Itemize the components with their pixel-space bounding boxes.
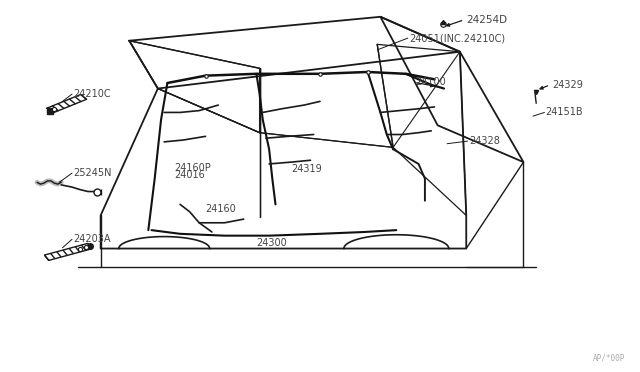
Text: 24016: 24016 <box>173 170 205 180</box>
Text: 24151B: 24151B <box>546 108 583 118</box>
Text: 24160P: 24160P <box>173 163 211 173</box>
Text: 24210C: 24210C <box>74 89 111 99</box>
Text: 24203A: 24203A <box>74 234 111 244</box>
Text: 24051(INC.24210C): 24051(INC.24210C) <box>409 33 505 43</box>
Text: 25245N: 25245N <box>74 168 112 178</box>
Text: 24328: 24328 <box>469 136 500 146</box>
Text: AP/*00P: AP/*00P <box>593 353 625 363</box>
Text: 24329: 24329 <box>552 80 583 90</box>
Text: 24300: 24300 <box>257 238 287 248</box>
Text: 24100: 24100 <box>415 77 446 87</box>
Text: 24319: 24319 <box>291 164 322 174</box>
Text: 24160: 24160 <box>205 204 236 214</box>
Text: 24254D: 24254D <box>467 15 508 25</box>
